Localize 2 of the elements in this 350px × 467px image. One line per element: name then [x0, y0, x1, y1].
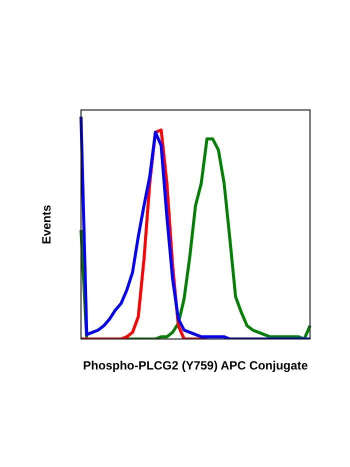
y-axis-title: Events [39, 204, 54, 244]
x-axis-title: Phospho-PLCG2 (Y759) APC Conjugate [83, 358, 308, 372]
